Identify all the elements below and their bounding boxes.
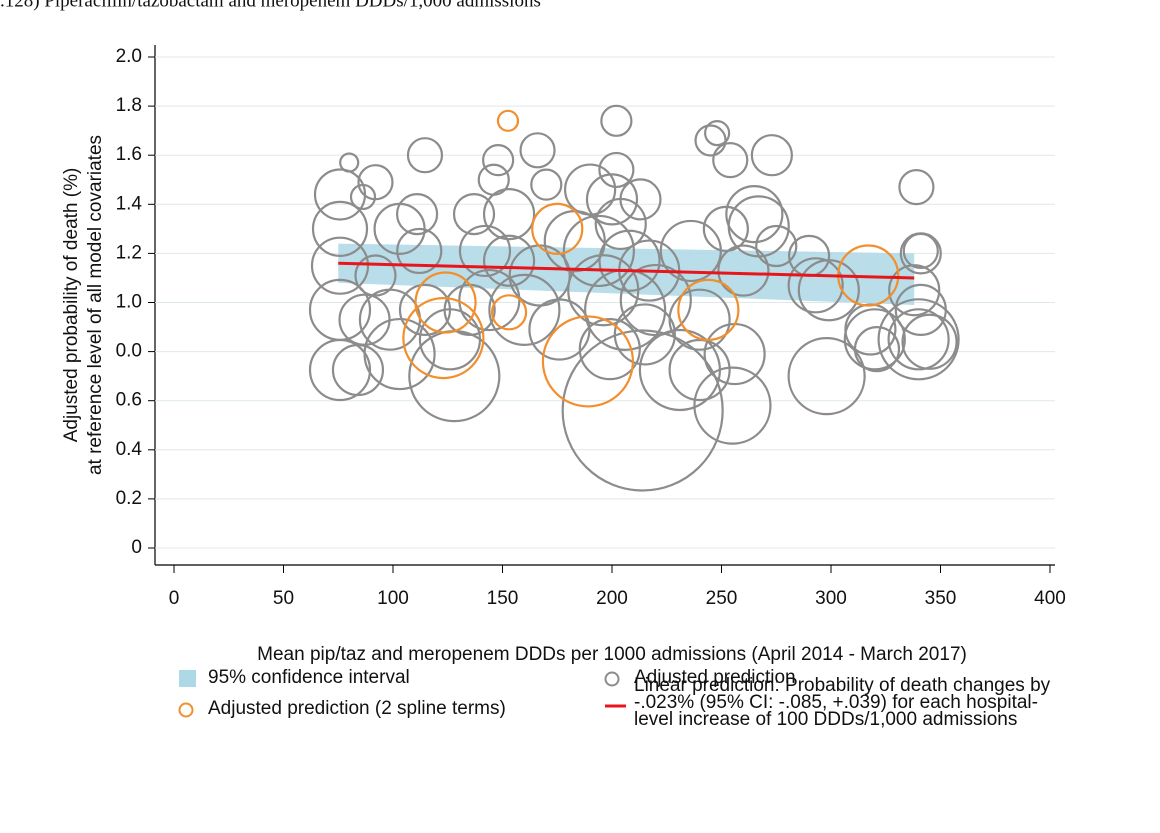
bubble <box>898 169 935 206</box>
legend <box>178 670 626 718</box>
bubble <box>490 294 528 331</box>
bubble <box>693 366 772 445</box>
x-tick-label: 400 <box>1034 588 1066 609</box>
bubble <box>877 298 960 381</box>
bubble <box>561 329 724 492</box>
legend-label: Linear prediction: Probability of death … <box>634 675 1051 730</box>
bubble <box>619 178 662 221</box>
x-tick-label: 350 <box>925 588 957 609</box>
bubble <box>562 214 635 288</box>
bubble <box>395 193 439 236</box>
bubble <box>414 271 477 334</box>
bubble <box>402 296 485 380</box>
bubble <box>496 109 520 132</box>
y-tick-label: 1.8 <box>116 95 142 116</box>
bubble <box>578 318 641 381</box>
bubble <box>585 173 639 226</box>
bubble <box>704 120 731 147</box>
bubble <box>755 224 798 268</box>
bubble <box>600 104 633 137</box>
bubble <box>899 232 942 275</box>
bubble <box>717 244 770 297</box>
y-tick-label: 0.0 <box>116 341 142 362</box>
bubble <box>452 193 496 236</box>
bubble <box>331 343 385 397</box>
bubble <box>787 257 844 314</box>
y-tick-label: 0.4 <box>116 439 143 460</box>
legend-label: Adjusted prediction (2 spline terms) <box>208 698 506 719</box>
bubble <box>677 278 740 341</box>
bubble <box>482 234 536 287</box>
bubble <box>311 200 369 257</box>
bubble <box>541 315 635 408</box>
bubble <box>725 185 784 244</box>
bubble <box>902 232 939 270</box>
bubble <box>750 134 793 177</box>
bubble <box>702 205 749 252</box>
bubble <box>530 168 563 201</box>
bubble <box>619 263 692 337</box>
y-tick-label: 1.2 <box>116 242 142 263</box>
bubble <box>313 168 367 221</box>
bubble <box>458 224 512 278</box>
bubble <box>310 236 370 295</box>
y-tick-label: 2.0 <box>116 46 142 67</box>
x-tick-label: 300 <box>815 588 847 609</box>
bubble <box>901 313 958 370</box>
bubble <box>668 288 731 351</box>
bubble <box>482 188 536 241</box>
bubble <box>531 202 584 255</box>
bubble <box>598 229 661 292</box>
y-tick-label: 1.0 <box>116 292 142 313</box>
bubble <box>712 142 749 179</box>
x-tick-label: 0 <box>169 588 180 609</box>
bubble <box>563 163 617 216</box>
y-axis-label: at reference level of all model covariat… <box>85 135 106 475</box>
y-tick-label: 1.6 <box>116 144 142 165</box>
y-tick-label: 0.6 <box>116 390 142 411</box>
y-tick-label: 0.2 <box>116 488 142 509</box>
bubble <box>668 338 731 402</box>
x-tick-label: 200 <box>596 588 628 609</box>
bubble <box>887 308 950 371</box>
bubble <box>308 338 372 402</box>
legend-label: Adjusted prediction <box>634 667 796 688</box>
bubble <box>797 259 860 322</box>
bubble <box>354 254 397 297</box>
legend-swatch <box>178 702 194 718</box>
bubble <box>339 152 360 173</box>
bubble <box>357 164 394 201</box>
x-axis-label: Mean pip/taz and meropenem DDDs per 1000… <box>257 644 967 665</box>
y-axis-label: Adjusted probability of death (%) <box>61 168 82 443</box>
bubble <box>598 151 635 189</box>
chart-title: .128) Piperacillin/tazobactam and merope… <box>0 0 541 11</box>
legend-label: 95% confidence interval <box>208 667 410 688</box>
x-tick-label: 250 <box>706 588 738 609</box>
bubble <box>406 137 444 174</box>
bubble <box>787 337 866 416</box>
bubble <box>363 317 436 391</box>
linear-fit <box>338 261 915 280</box>
bubble <box>349 183 377 211</box>
x-tick-label: 100 <box>377 588 409 609</box>
x-tick-label: 50 <box>273 588 294 609</box>
bubble <box>853 326 901 373</box>
y-tick-label: 1.4 <box>116 193 143 214</box>
bubble <box>888 264 941 317</box>
y-tick-label: 0 <box>131 537 142 558</box>
bubble <box>482 144 515 177</box>
legend-swatch <box>179 670 196 687</box>
bubble <box>519 132 556 169</box>
bubble <box>488 273 561 346</box>
bubble <box>843 308 906 371</box>
bubble <box>694 124 727 157</box>
legend-swatch <box>604 671 620 687</box>
bubble <box>396 227 443 275</box>
x-tick-label: 150 <box>487 588 519 609</box>
bubble <box>308 278 372 341</box>
